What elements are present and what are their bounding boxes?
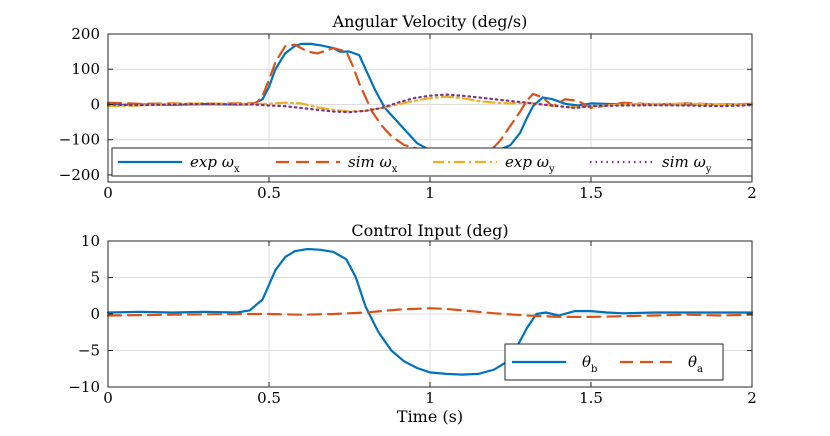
- legend-subscript: b: [591, 364, 597, 375]
- series-line-1: [106, 307, 754, 318]
- angular-velocity-axes: 0 0.5 1 1.5 2 −200 −100 0 100 200 Angular Velocity…: [59, 12, 757, 202]
- legend: exp ωx sim ωx exp ωy sim ωy: [111, 147, 753, 177]
- legend-symbol: sim ω: [662, 153, 706, 171]
- legend-label-1: sim ωx: [348, 153, 398, 175]
- chart-title: Control Input (deg): [351, 221, 508, 240]
- series-line-0: [106, 42, 754, 154]
- x-tick-label: 0.5: [257, 389, 281, 407]
- y-tick-label: −5: [78, 342, 100, 360]
- legend-subscript: x: [234, 164, 240, 175]
- y-tick-label: 0: [90, 305, 100, 323]
- x-tick-label: 1: [425, 184, 435, 202]
- y-tick-label: 5: [90, 269, 100, 287]
- x-tick-label: 1.5: [579, 389, 603, 407]
- legend-label-2: exp ωy: [505, 153, 555, 175]
- legend-subscript: y: [548, 164, 555, 175]
- y-tick-label: 10: [81, 232, 100, 250]
- legend-symbol: exp ω: [190, 153, 234, 171]
- series-line-0: [106, 247, 754, 376]
- x-tick-label: 0: [103, 184, 113, 202]
- series-line-3: [106, 93, 754, 114]
- y-tick-label: −100: [59, 131, 100, 149]
- series-line-1: [106, 43, 754, 152]
- legend: θb θa: [504, 343, 724, 381]
- x-tick-label: 1.5: [579, 184, 603, 202]
- legend-subscript: y: [705, 164, 712, 175]
- x-tick-label: 1: [425, 389, 435, 407]
- control-input-axes: 0 0.5 1 1.5 2 −10 −5 0 5 10 Control Input (deg) Tim…: [68, 221, 756, 426]
- y-tick-label: −200: [59, 166, 100, 184]
- x-tick-label: 0.5: [257, 184, 281, 202]
- x-tick-label: 2: [747, 389, 757, 407]
- legend-subscript: a: [697, 364, 703, 375]
- chart-title: Angular Velocity (deg/s): [332, 12, 528, 31]
- legend-label-0: θb: [582, 353, 597, 375]
- y-tick-label: 0: [90, 95, 100, 113]
- x-tick-label: 0: [103, 389, 113, 407]
- legend-symbol: exp ω: [505, 153, 549, 171]
- x-axis-label: Time (s): [397, 407, 463, 426]
- x-tick-label: 2: [747, 184, 757, 202]
- y-tick-label: 200: [71, 25, 100, 43]
- legend-symbol: θ: [582, 353, 591, 371]
- legend-label-0: exp ωx: [190, 153, 240, 175]
- y-tick-label: −10: [68, 378, 100, 396]
- legend-label-3: sim ωy: [662, 153, 712, 175]
- legend-label-1: θa: [688, 353, 703, 375]
- legend-subscript: x: [392, 164, 398, 175]
- legend-symbol: θ: [688, 353, 697, 371]
- y-tick-label: 100: [71, 60, 100, 78]
- legend-symbol: sim ω: [348, 153, 392, 171]
